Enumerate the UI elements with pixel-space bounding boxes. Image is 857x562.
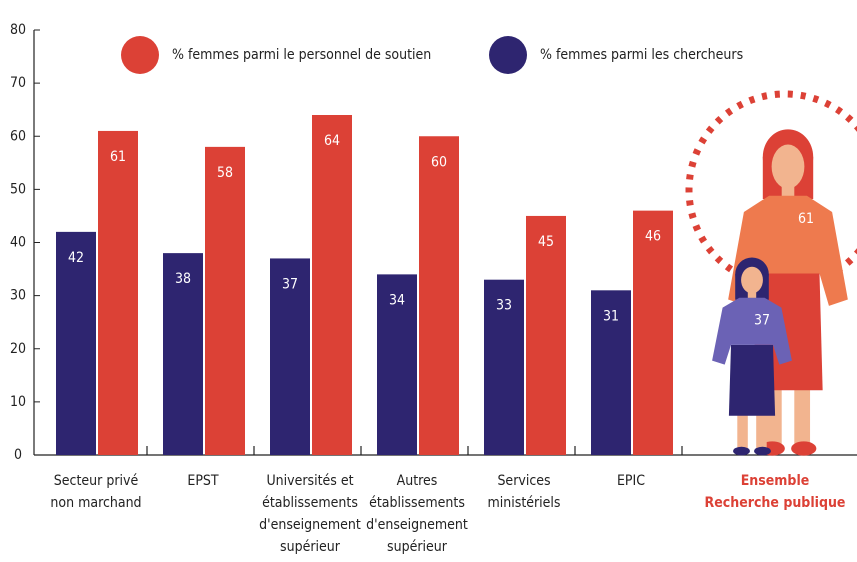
x-tick-label: Autres établissements d'enseignement sup… [366,473,468,555]
value-label: 33 [496,298,512,314]
x-tick-label: Services ministériels [487,473,561,511]
bar [205,146,245,455]
bar [526,215,566,455]
y-tick-label: 20 [10,341,26,357]
x-tick-label: Ensemble Recherche publique [704,473,846,511]
bar [633,210,673,455]
value-label: 46 [645,229,661,245]
face [771,144,805,189]
separators [146,446,683,455]
value-label: 58 [217,165,233,181]
skirt [728,344,776,416]
value-label: 61 [110,149,126,165]
bar [98,130,138,455]
shoe [791,441,817,456]
value-label: 61 [798,211,814,227]
legend-label: % femmes parmi les chercheurs [540,47,743,63]
value-label: 64 [324,133,340,149]
bar [163,253,203,455]
value-label: 42 [68,250,84,266]
value-label: 38 [175,271,191,287]
legend-label: % femmes parmi le personnel de soutien [172,47,431,63]
y-tick-label: 60 [10,128,26,144]
bar [591,290,631,455]
y-tick-label: 40 [10,235,26,251]
figure [712,257,792,456]
y-tick-label: 10 [10,394,26,410]
value-label: 60 [431,154,447,170]
leg [737,411,748,450]
bar [419,136,459,455]
bar [377,274,417,455]
shoe [733,446,750,456]
legend-swatch [121,36,159,74]
bar [484,279,524,455]
halo [685,90,857,290]
legend-swatch [489,36,527,74]
y-tick-label: 30 [10,288,26,304]
value-label: 31 [603,308,619,324]
neck [781,182,795,199]
x-tick-label: Secteur privé non marchand [50,473,142,511]
y-tick-label: 70 [10,75,26,91]
y-tick-label: 50 [10,181,26,197]
value-label: 45 [538,234,554,250]
leg [756,411,767,450]
y-tick-label: 0 [14,447,22,463]
leg [794,383,811,446]
bar [312,115,352,455]
y-tick-label: 80 [10,22,26,38]
blouse [728,195,848,306]
bar [270,258,310,455]
x-tick-label: Universités et établissements d'enseigne… [259,473,361,555]
value-label: 37 [282,276,298,292]
x-tick-label: EPIC [616,473,646,489]
neck [747,289,757,300]
shoe [754,446,771,456]
blouse [712,297,792,365]
x-tick-label: EPST [187,473,219,489]
value-label: 37 [754,312,770,328]
value-label: 34 [389,292,405,308]
bar [56,231,96,455]
face [741,266,763,294]
